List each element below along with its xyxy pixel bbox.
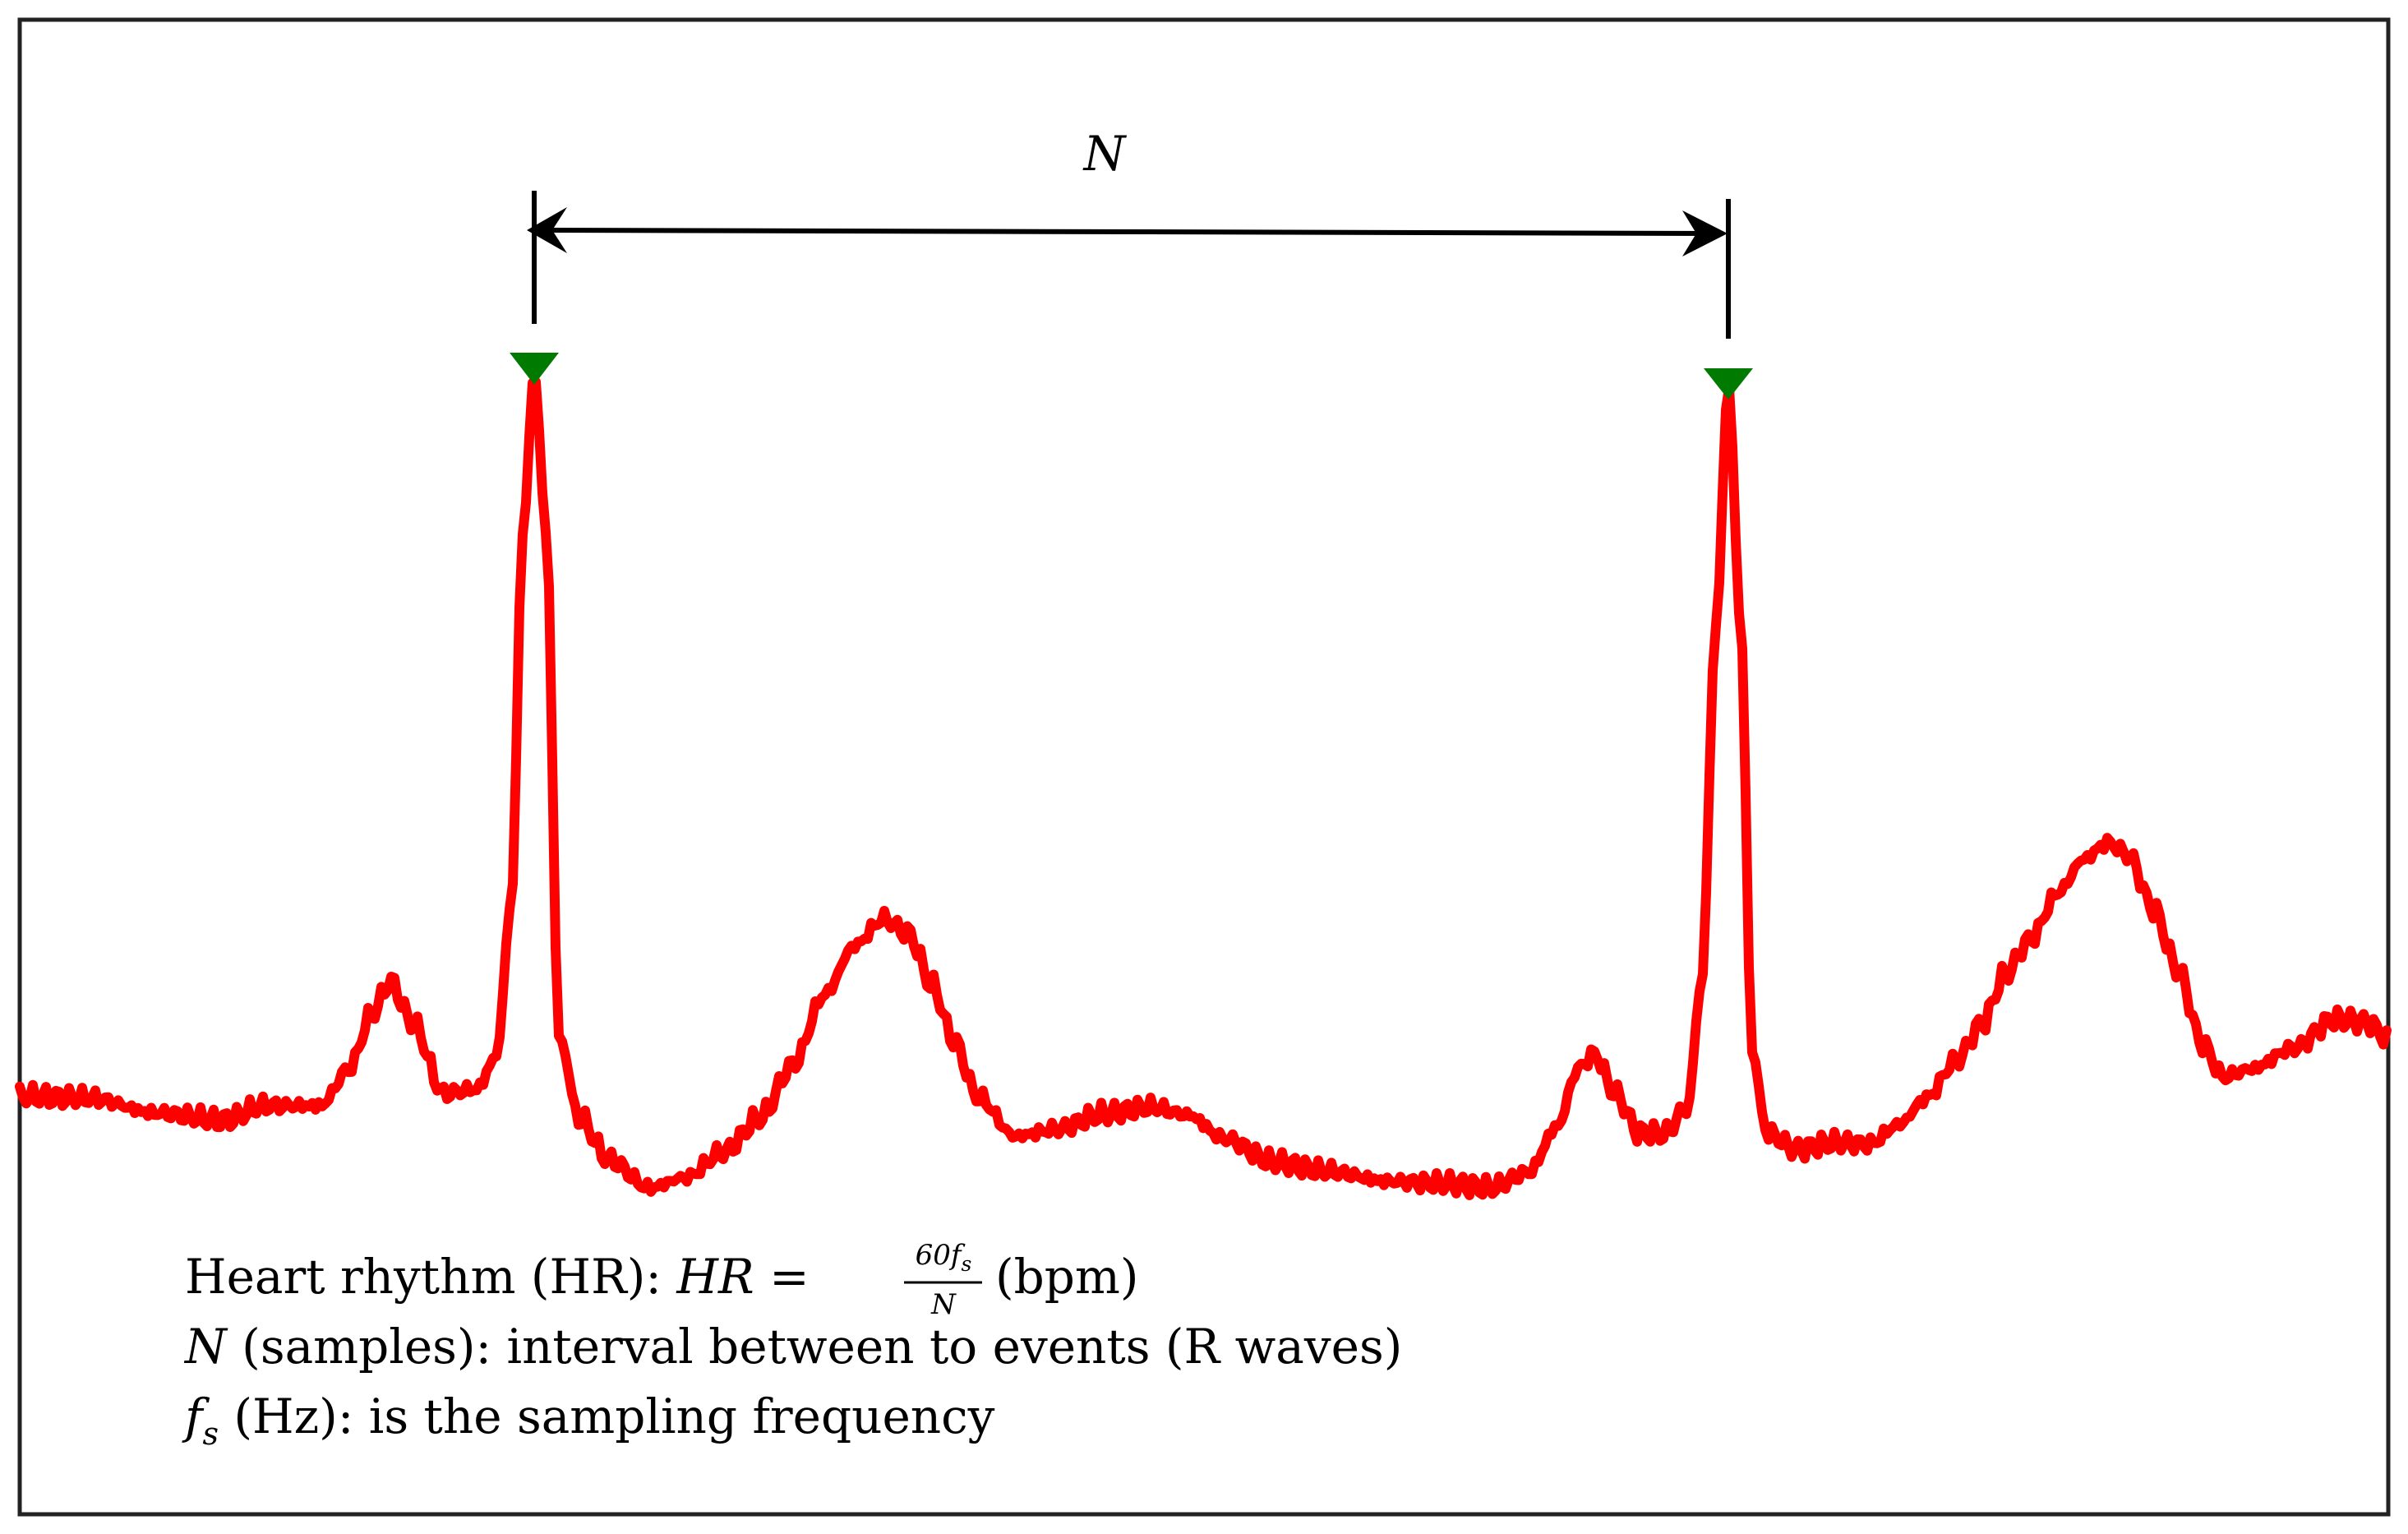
- formula-denominator: N: [930, 1288, 957, 1321]
- sampling-frequency-description: fs (Hz): is the sampling frequency: [182, 1388, 995, 1452]
- interval-label: N: [1082, 126, 1128, 182]
- heart-rate-prefix: Heart rhythm (HR):: [185, 1249, 676, 1305]
- interval-arrow-line: [545, 228, 1719, 236]
- heart-rate-units: (bpm): [995, 1249, 1139, 1305]
- ecg-signal-trace: [15, 377, 2392, 1200]
- left-arrowhead-icon: [527, 207, 567, 253]
- first-r-peak-marker-icon: [510, 353, 559, 385]
- formula-numerator: 60fs: [916, 1239, 972, 1276]
- heart-rate-equals: =: [754, 1249, 810, 1305]
- sample-interval-description: N (samples): interval between to events …: [183, 1319, 1402, 1375]
- sampling-frequency-text: (Hz): is the sampling frequency: [219, 1388, 995, 1444]
- heart-rate-formula-label: Heart rhythm (HR): HR =: [185, 1249, 810, 1305]
- formula-numerator-main: 60f: [916, 1239, 966, 1272]
- figure-border: [17, 17, 2391, 1517]
- second-r-peak-marker-icon: [1704, 368, 1753, 400]
- sample-interval-symbol: N: [183, 1319, 228, 1375]
- right-arrowhead-icon: [1682, 210, 1728, 256]
- sampling-frequency-subscript: s: [202, 1416, 219, 1452]
- sample-interval-text: (samples): interval between to events (R…: [227, 1319, 1403, 1375]
- heart-rate-symbol: HR: [676, 1249, 754, 1305]
- formula-numerator-subscript: s: [962, 1252, 972, 1276]
